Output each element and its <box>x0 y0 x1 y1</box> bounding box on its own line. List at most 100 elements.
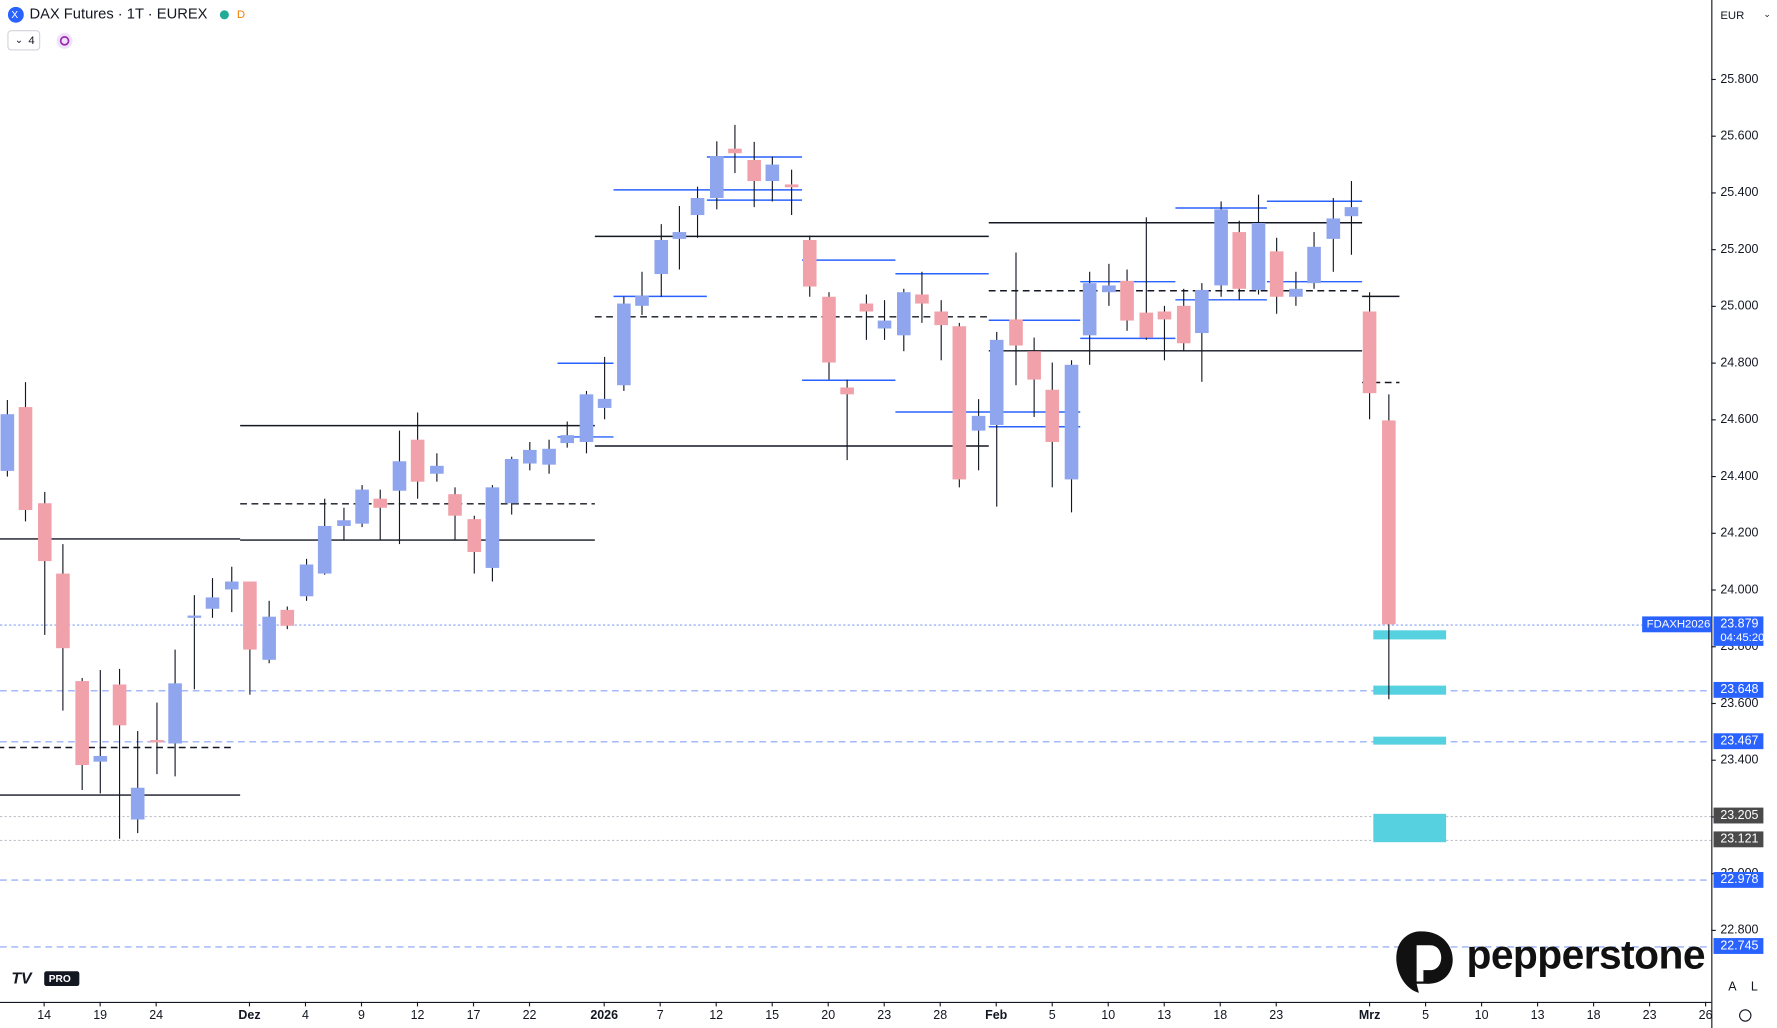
candle-body <box>1064 364 1079 480</box>
candle-body <box>467 519 482 553</box>
settings-icon[interactable] <box>1739 1009 1752 1022</box>
candle-body <box>542 448 556 465</box>
candle-body <box>355 489 369 524</box>
zone <box>1373 630 1447 640</box>
candle-body <box>1157 311 1172 320</box>
market-status <box>219 10 229 20</box>
indicator-toggle[interactable] <box>7 30 41 51</box>
x-tick-label: 9 <box>358 1008 365 1022</box>
candle-body <box>989 339 1004 425</box>
candle-body <box>504 458 519 504</box>
candle-body <box>672 232 687 239</box>
candle-body <box>299 564 314 597</box>
price-label-box <box>1713 733 1764 750</box>
y-tick-label: 25.200 <box>1720 242 1758 256</box>
x-tick-label: 19 <box>93 1008 107 1022</box>
candle-body <box>337 520 351 526</box>
y-tick-label: 23.400 <box>1720 753 1758 767</box>
candle-body <box>1082 283 1097 336</box>
candle-body <box>1139 312 1154 338</box>
y-tick-label: 22.800 <box>1720 923 1758 937</box>
candle-body <box>430 465 444 474</box>
symbol-icon <box>7 6 24 23</box>
x-tick-label: 20 <box>821 1008 835 1022</box>
x-tick-label: 24 <box>149 1008 163 1022</box>
x-tick-label: 12 <box>411 1008 425 1022</box>
sync-icon-ring <box>59 36 70 46</box>
chevron: ⌄ <box>15 35 24 46</box>
candle-body <box>1382 420 1396 625</box>
symbol-label: FDAXH2026 <box>1647 618 1711 630</box>
x-tick-label: 10 <box>1475 1008 1489 1022</box>
y-tick-label: 24.800 <box>1720 355 1758 369</box>
candle-body <box>1269 251 1284 297</box>
candle-body <box>168 683 182 744</box>
candle-body <box>690 198 705 216</box>
x-tick-label: 12 <box>709 1008 723 1022</box>
candle-body <box>150 740 164 743</box>
y-tick-label: 24.600 <box>1720 412 1758 426</box>
y-tick-label: 25.000 <box>1720 299 1758 313</box>
price-label-box <box>1713 831 1764 848</box>
x-tick-label: 14 <box>37 1008 51 1022</box>
candle-body <box>1195 289 1209 334</box>
plot-area <box>0 124 1712 948</box>
y-tick-label: 23.600 <box>1720 696 1758 710</box>
x-tick-label: 18 <box>1587 1008 1601 1022</box>
price-label: 22.978 <box>1720 872 1758 886</box>
zone <box>1373 685 1447 695</box>
currency[interactable]: EUR <box>1720 10 1744 22</box>
candle-body <box>1362 311 1377 394</box>
candle-body <box>317 525 332 574</box>
brand-icon-p <box>1416 945 1442 982</box>
symbol-icon-mark: X <box>11 10 18 21</box>
candle-body <box>1326 218 1341 239</box>
candle-body <box>448 494 462 516</box>
candle-body <box>410 439 425 482</box>
scale-button[interactable]: A <box>1728 979 1737 993</box>
price-label-box <box>1713 681 1764 698</box>
candle-body <box>205 597 220 609</box>
x-tick-label: 18 <box>1213 1008 1227 1022</box>
candle-body <box>952 326 967 480</box>
x-tick-label: 28 <box>933 1008 947 1022</box>
candle-body <box>579 394 594 442</box>
sync-icon[interactable] <box>56 32 73 49</box>
x-tick-label: 23 <box>1643 1008 1657 1022</box>
y-tick-label: 25.600 <box>1720 128 1758 142</box>
candle-body <box>75 681 89 766</box>
price-label: 23.205 <box>1720 808 1758 822</box>
axes: 22.80023.00023.20023.40023.60023.80024.0… <box>37 72 1764 1022</box>
x-tick-label: 7 <box>657 1008 664 1022</box>
countdown: 04:45:20 <box>1720 632 1764 644</box>
candle-body <box>1214 209 1228 286</box>
candle-body <box>523 449 537 464</box>
candle-body <box>635 295 649 306</box>
y-tick-label: 24.200 <box>1720 526 1758 540</box>
candle-body <box>1120 280 1134 321</box>
candle-body <box>280 609 295 626</box>
indicator-count[interactable]: 4 <box>28 35 34 47</box>
price-label: 23.467 <box>1720 734 1758 748</box>
x-tick-label: Feb <box>985 1008 1008 1022</box>
x-tick-label: 4 <box>302 1008 309 1022</box>
candle-body <box>18 407 33 511</box>
candle-body <box>765 164 780 182</box>
delay-badge: D <box>237 9 245 21</box>
scale-button[interactable]: L <box>1751 979 1758 993</box>
symbol-label-box <box>1642 616 1712 633</box>
price-label: 22.745 <box>1720 938 1758 952</box>
candle-body <box>392 461 407 491</box>
price-label: 23.879 <box>1720 617 1758 631</box>
candle-body <box>130 787 145 820</box>
tv-badge-bg <box>44 971 80 987</box>
price-label: 23.121 <box>1720 832 1758 846</box>
candle-body <box>1251 222 1266 290</box>
candle-body <box>1176 305 1191 344</box>
price-label-box <box>1713 871 1764 888</box>
zone <box>1373 736 1447 745</box>
candle-body <box>373 498 388 508</box>
candle-body <box>187 615 202 618</box>
symbol-title[interactable]: DAX Futures · 1T · EUREX <box>29 7 207 23</box>
